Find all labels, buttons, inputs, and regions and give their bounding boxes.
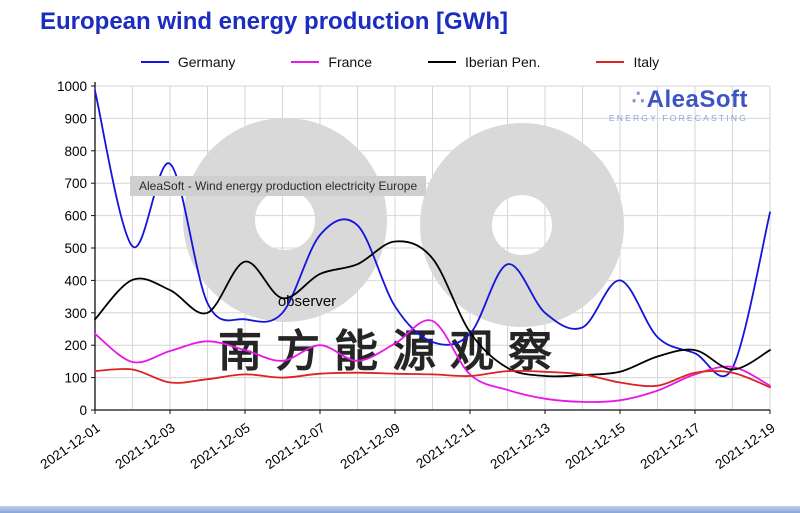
legend-item-france: France [291, 54, 372, 70]
svg-text:2021-12-17: 2021-12-17 [638, 420, 703, 472]
svg-text:2021-12-01: 2021-12-01 [38, 420, 103, 472]
footer-strip [0, 506, 800, 513]
y-tick-labels: 0 100 200 300 400 500 600 700 800 900 1000 [57, 79, 95, 418]
svg-text:0: 0 [79, 403, 87, 418]
legend-item-iberian: Iberian Pen. [427, 54, 541, 70]
legend-label-italy: Italy [633, 54, 660, 70]
svg-text:2021-12-03: 2021-12-03 [113, 420, 178, 472]
svg-text:300: 300 [64, 306, 87, 321]
aleasoft-logo-subtitle: ENERGY FORECASTING [608, 113, 748, 123]
svg-text:100: 100 [64, 371, 87, 386]
svg-text:600: 600 [64, 209, 87, 224]
aleasoft-logo: ∴AleaSoft ENERGY FORECASTING [609, 88, 748, 123]
aleasoft-logo-name: AleaSoft [646, 86, 748, 113]
svg-text:400: 400 [64, 273, 87, 288]
legend-label-france: France [328, 54, 372, 70]
legend-label-iberian: Iberian Pen. [464, 54, 541, 70]
legend-swatch-france [291, 61, 320, 63]
series-line-italy [94, 368, 771, 389]
svg-text:2021-12-07: 2021-12-07 [263, 420, 328, 472]
svg-text:2021-12-15: 2021-12-15 [563, 420, 628, 472]
legend-swatch-germany [140, 61, 169, 63]
chart-title: European wind energy production [GWh] [40, 8, 508, 35]
svg-text:200: 200 [64, 338, 87, 353]
svg-text:700: 700 [64, 176, 87, 191]
svg-text:2021-12-09: 2021-12-09 [338, 420, 403, 472]
watermark-cn-text: 南方能源观察 [218, 327, 566, 376]
watermark-ring-right [420, 123, 624, 327]
svg-text:2021-12-05: 2021-12-05 [188, 420, 253, 472]
legend-label-germany: Germany [177, 54, 236, 70]
legend-swatch-iberian [427, 61, 456, 63]
x-tick-labels: 2021-12-01 2021-12-03 2021-12-05 2021-12-07… [38, 410, 778, 472]
series-line-germany [94, 90, 771, 378]
line-chart: observer南方能源观察01002003004005006007008009… [38, 79, 778, 472]
legend: Germany France Iberian Pen. Italy [0, 54, 800, 70]
aleasoft-logo-mark: ∴ [631, 87, 645, 109]
svg-text:500: 500 [64, 241, 87, 256]
svg-text:800: 800 [64, 144, 87, 159]
series-line-france [94, 319, 771, 403]
legend-item-germany: Germany [140, 54, 236, 70]
chart-area: observer 南方能源观察 0 100 200 300 400 500 600 700 800 9… [0, 78, 800, 506]
series-line-iberian-pen [94, 240, 771, 378]
annotation-box: AleaSoft - Wind energy production electr… [130, 176, 427, 196]
svg-text:2021-12-11: 2021-12-11 [413, 420, 477, 471]
svg-text:1000: 1000 [57, 79, 87, 94]
legend-swatch-italy [596, 61, 625, 63]
svg-text:900: 900 [64, 111, 87, 126]
svg-text:2021-12-19: 2021-12-19 [713, 420, 778, 472]
svg-text:2021-12-13: 2021-12-13 [488, 420, 553, 472]
legend-item-italy: Italy [596, 54, 659, 70]
